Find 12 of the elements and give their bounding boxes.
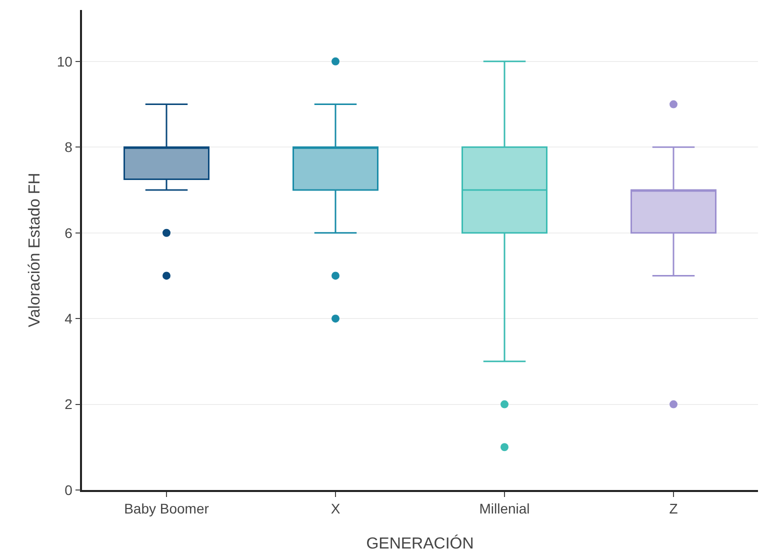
x-tick-label: Millenial [479, 500, 530, 517]
y-tick-label: 2 [64, 396, 73, 412]
y-tick-label: 0 [64, 482, 73, 498]
x-tick-label: X [330, 500, 341, 517]
y-tick-label: 8 [64, 139, 73, 156]
y-axis-title: Valoración Estado FH [26, 172, 44, 328]
x-axis-title: GENERACIÓN [366, 534, 474, 552]
x-tick-label: Z [669, 500, 678, 517]
y-tick-label: 4 [64, 310, 73, 326]
x-tick-label: Baby Boomer [124, 500, 210, 517]
y-tick-label: 10 [56, 53, 73, 70]
y-tick-label: 6 [64, 224, 73, 241]
